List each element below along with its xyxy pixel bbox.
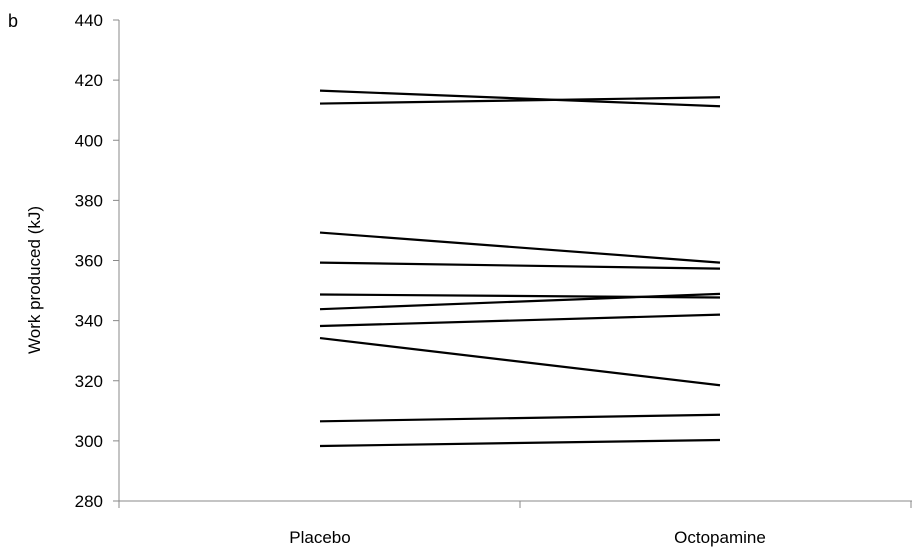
series-line: [319, 292, 721, 311]
y-tick-label: 320: [75, 372, 103, 391]
y-tick-label: 420: [75, 71, 103, 90]
x-category-label: Placebo: [289, 528, 350, 547]
series-line: [319, 89, 721, 108]
series-line: [319, 231, 721, 264]
y-tick-label: 440: [75, 11, 103, 30]
series-line: [319, 261, 721, 270]
series-line: [319, 96, 721, 105]
series-line: [319, 413, 721, 423]
y-tick-label: 340: [75, 312, 103, 331]
y-tick-label: 280: [75, 492, 103, 511]
axes: 280 300 320 340 360 380 400 420 440 Placebo Octopa…: [75, 11, 912, 547]
series-line: [319, 313, 721, 328]
series-line: [319, 438, 721, 448]
y-tick-label: 380: [75, 191, 103, 210]
series-line: [319, 336, 721, 387]
y-tick-label: 400: [75, 131, 103, 150]
series-lines: [319, 89, 721, 448]
x-category-label: Octopamine: [674, 528, 766, 547]
y-tick-label: 300: [75, 432, 103, 451]
y-axis-label: Work produced (kJ): [25, 206, 44, 354]
panel-label: b: [8, 11, 18, 31]
y-tick-label: 360: [75, 252, 103, 271]
